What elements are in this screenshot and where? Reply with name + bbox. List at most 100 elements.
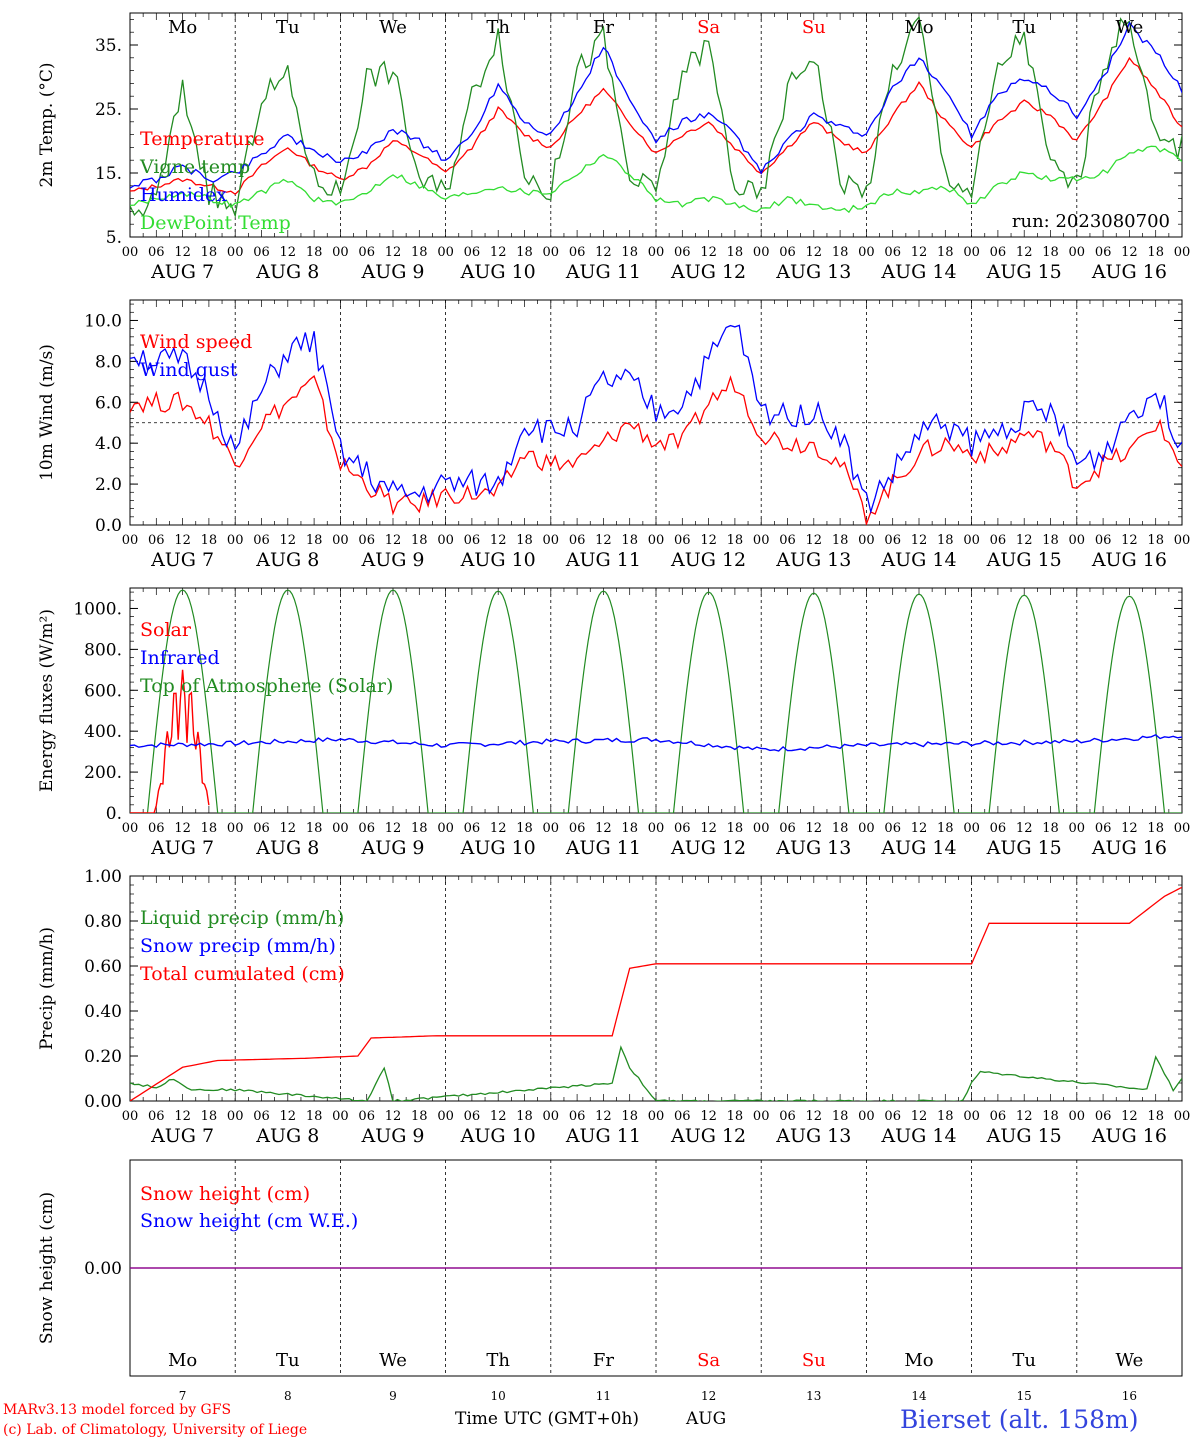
hour-label: 12 xyxy=(1016,821,1033,836)
y-tick-label: 5. xyxy=(106,228,122,248)
date-label: AUG 16 xyxy=(1091,261,1167,283)
day-name: Mo xyxy=(168,17,197,38)
y-tick-label: 0.00 xyxy=(84,1259,122,1279)
hour-label: 00 xyxy=(1069,533,1086,548)
y-tick-label: 0.80 xyxy=(84,912,122,932)
date-label: AUG 12 xyxy=(670,549,746,571)
energy-panel xyxy=(129,587,1183,814)
hour-label: 06 xyxy=(779,821,796,836)
hour-label: 00 xyxy=(858,821,875,836)
footer-credit-line2: (c) Lab. of Climatology, University of L… xyxy=(3,1422,307,1438)
hour-label: 12 xyxy=(1121,533,1138,548)
series-line xyxy=(130,145,1182,214)
day-number: 9 xyxy=(389,1389,397,1403)
hour-label: 12 xyxy=(174,821,191,836)
hour-label: 18 xyxy=(411,1109,428,1124)
hour-label: 00 xyxy=(543,821,560,836)
hour-label: 00 xyxy=(437,1109,454,1124)
y-tick-label: 0.20 xyxy=(84,1047,122,1067)
date-label: AUG 7 xyxy=(150,261,214,283)
hour-label: 06 xyxy=(358,821,375,836)
day-name: Fr xyxy=(593,17,614,38)
hour-label: 12 xyxy=(280,533,297,548)
hour-label: 06 xyxy=(674,533,691,548)
legend-entry: Humidex xyxy=(140,184,227,206)
hour-label: 06 xyxy=(148,821,165,836)
hour-label: 12 xyxy=(174,245,191,260)
hour-label: 06 xyxy=(674,245,691,260)
series-line xyxy=(130,56,1182,196)
hour-label: 18 xyxy=(621,821,638,836)
hour-label: 12 xyxy=(806,1109,823,1124)
hour-label: 00 xyxy=(1174,821,1191,836)
hour-label: 18 xyxy=(201,821,218,836)
series-group xyxy=(130,324,1182,525)
day-number: 7 xyxy=(179,1389,187,1403)
y-axis-label: 10m Wind (m/s) xyxy=(37,344,57,481)
legend-entry: Wind gust xyxy=(140,359,238,381)
hour-label: 00 xyxy=(122,821,139,836)
y-tick-label: 600. xyxy=(84,681,122,701)
y-tick-label: 200. xyxy=(84,763,122,783)
hour-label: 18 xyxy=(621,245,638,260)
hour-label: 06 xyxy=(990,533,1007,548)
date-label: AUG 12 xyxy=(670,261,746,283)
day-name: Su xyxy=(802,1350,826,1371)
hour-label: 00 xyxy=(227,533,244,548)
hour-label: 00 xyxy=(1069,1109,1086,1124)
series-line xyxy=(130,15,1182,219)
hour-label: 18 xyxy=(937,533,954,548)
series-line xyxy=(130,375,1182,525)
hour-label: 06 xyxy=(148,533,165,548)
hour-label: 06 xyxy=(464,821,481,836)
date-label: AUG 12 xyxy=(670,837,746,859)
hour-label: 12 xyxy=(1121,1109,1138,1124)
time-axis-month: AUG xyxy=(685,1409,726,1429)
temperature-panel xyxy=(129,12,1183,238)
hour-label: 06 xyxy=(779,245,796,260)
hour-label: 06 xyxy=(990,821,1007,836)
hour-label: 06 xyxy=(253,245,270,260)
day-name: Tu xyxy=(276,1350,300,1371)
hour-label: 12 xyxy=(1016,1109,1033,1124)
series-line xyxy=(130,1045,1182,1101)
hour-label: 00 xyxy=(753,1109,770,1124)
y-tick-label: 0.00 xyxy=(84,1092,122,1112)
hour-label: 18 xyxy=(201,1109,218,1124)
hour-label: 06 xyxy=(569,1109,586,1124)
precip-panel xyxy=(129,875,1183,1102)
hour-label: 12 xyxy=(280,245,297,260)
y-tick-label: 1000. xyxy=(73,599,122,619)
day-name: Tu xyxy=(1012,17,1036,38)
date-label: AUG 8 xyxy=(255,261,319,283)
day-number: 15 xyxy=(1017,1389,1032,1403)
legend-entry: Temperature xyxy=(140,128,264,150)
hour-label: 18 xyxy=(621,533,638,548)
hour-label: 06 xyxy=(990,245,1007,260)
legend-entry: Total cumulated (cm) xyxy=(140,963,345,985)
hour-label: 06 xyxy=(253,533,270,548)
date-label: AUG 14 xyxy=(880,1125,956,1147)
hour-label: 12 xyxy=(911,533,928,548)
day-name: Tu xyxy=(276,17,300,38)
day-number: 10 xyxy=(491,1389,506,1403)
hour-label: 00 xyxy=(753,821,770,836)
hour-label: 06 xyxy=(1095,245,1112,260)
y-tick-label: 35. xyxy=(95,36,122,56)
hour-label: 18 xyxy=(1042,1109,1059,1124)
hour-label: 00 xyxy=(437,533,454,548)
hour-label: 18 xyxy=(306,245,323,260)
hour-label: 06 xyxy=(884,533,901,548)
hour-label: 18 xyxy=(516,533,533,548)
hour-label: 00 xyxy=(648,1109,665,1124)
plot-frame xyxy=(129,299,1183,526)
hour-label: 18 xyxy=(727,821,744,836)
date-label: AUG 13 xyxy=(775,261,851,283)
date-label: AUG 8 xyxy=(255,837,319,859)
hour-label: 12 xyxy=(911,1109,928,1124)
hour-label: 18 xyxy=(832,821,849,836)
hour-label: 18 xyxy=(937,1109,954,1124)
date-label: AUG 9 xyxy=(360,261,424,283)
hour-label: 18 xyxy=(411,821,428,836)
